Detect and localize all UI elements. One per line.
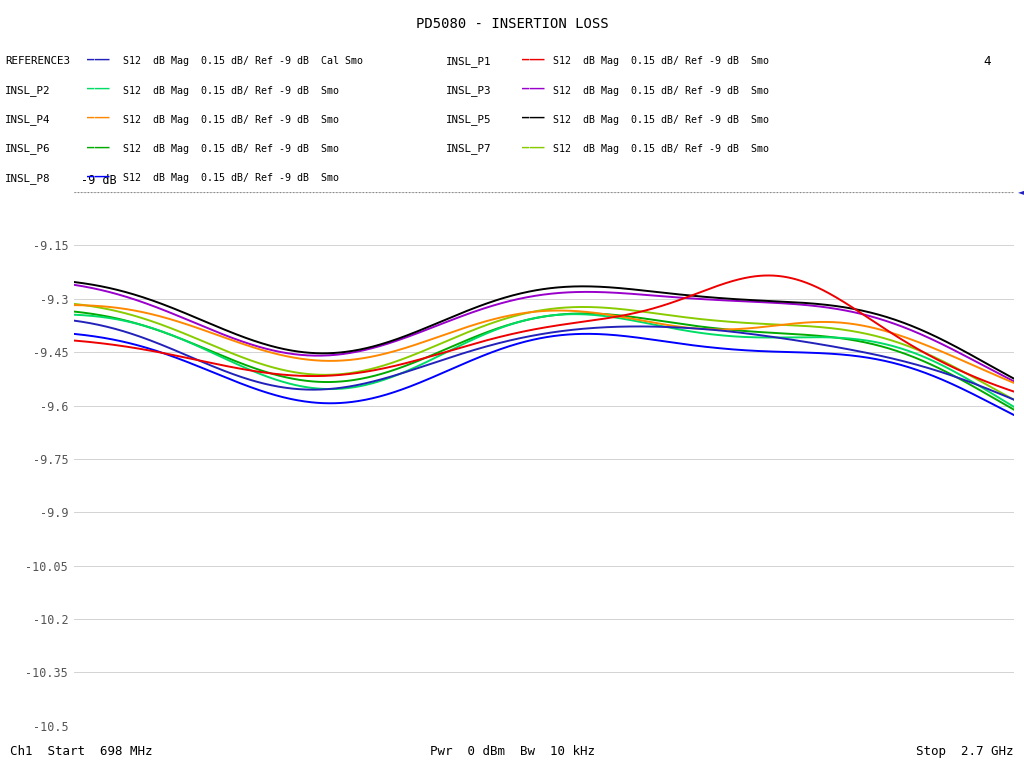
- Text: PD5080 - INSERTION LOSS: PD5080 - INSERTION LOSS: [416, 17, 608, 31]
- Text: INSL_P1: INSL_P1: [445, 56, 490, 67]
- Text: ———: ———: [87, 53, 110, 65]
- Text: ———: ———: [87, 82, 110, 94]
- Text: INSL_P5: INSL_P5: [445, 114, 490, 125]
- Text: INSL_P8: INSL_P8: [5, 173, 50, 184]
- Text: Stop  2.7 GHz: Stop 2.7 GHz: [916, 745, 1014, 758]
- Text: S12  dB Mag  0.15 dB/ Ref -9 dB  Smo: S12 dB Mag 0.15 dB/ Ref -9 dB Smo: [123, 173, 339, 184]
- Text: S12  dB Mag  0.15 dB/ Ref -9 dB  Smo: S12 dB Mag 0.15 dB/ Ref -9 dB Smo: [123, 85, 339, 96]
- Text: S12  dB Mag  0.15 dB/ Ref -9 dB  Smo: S12 dB Mag 0.15 dB/ Ref -9 dB Smo: [553, 144, 769, 154]
- Text: Ch1  Start  698 MHz: Ch1 Start 698 MHz: [10, 745, 153, 758]
- Text: INSL_P2: INSL_P2: [5, 85, 50, 96]
- Text: S12  dB Mag  0.15 dB/ Ref -9 dB  Smo: S12 dB Mag 0.15 dB/ Ref -9 dB Smo: [553, 85, 769, 96]
- Text: ———: ———: [522, 141, 545, 153]
- Text: ———: ———: [87, 170, 110, 182]
- Text: INSL_P4: INSL_P4: [5, 114, 50, 125]
- Text: 4: 4: [983, 55, 990, 68]
- Text: INSL_P3: INSL_P3: [445, 85, 490, 96]
- Text: ◄: ◄: [1018, 186, 1024, 198]
- Text: INSL_P7: INSL_P7: [445, 144, 490, 154]
- Text: ———: ———: [522, 53, 545, 65]
- Text: S12  dB Mag  0.15 dB/ Ref -9 dB  Smo: S12 dB Mag 0.15 dB/ Ref -9 dB Smo: [553, 114, 769, 125]
- Text: REFERENCE3: REFERENCE3: [5, 56, 70, 67]
- Text: S12  dB Mag  0.15 dB/ Ref -9 dB  Smo: S12 dB Mag 0.15 dB/ Ref -9 dB Smo: [553, 56, 769, 67]
- Text: INSL_P6: INSL_P6: [5, 144, 50, 154]
- Text: S12  dB Mag  0.15 dB/ Ref -9 dB  Cal Smo: S12 dB Mag 0.15 dB/ Ref -9 dB Cal Smo: [123, 56, 362, 67]
- Text: S12  dB Mag  0.15 dB/ Ref -9 dB  Smo: S12 dB Mag 0.15 dB/ Ref -9 dB Smo: [123, 114, 339, 125]
- Text: ———: ———: [522, 111, 545, 124]
- Text: Pwr  0 dBm  Bw  10 kHz: Pwr 0 dBm Bw 10 kHz: [429, 745, 595, 758]
- Text: ———: ———: [87, 111, 110, 124]
- Text: ———: ———: [87, 141, 110, 153]
- Text: ———: ———: [522, 82, 545, 94]
- Text: -9 dB: -9 dB: [81, 174, 117, 187]
- Text: S12  dB Mag  0.15 dB/ Ref -9 dB  Smo: S12 dB Mag 0.15 dB/ Ref -9 dB Smo: [123, 144, 339, 154]
